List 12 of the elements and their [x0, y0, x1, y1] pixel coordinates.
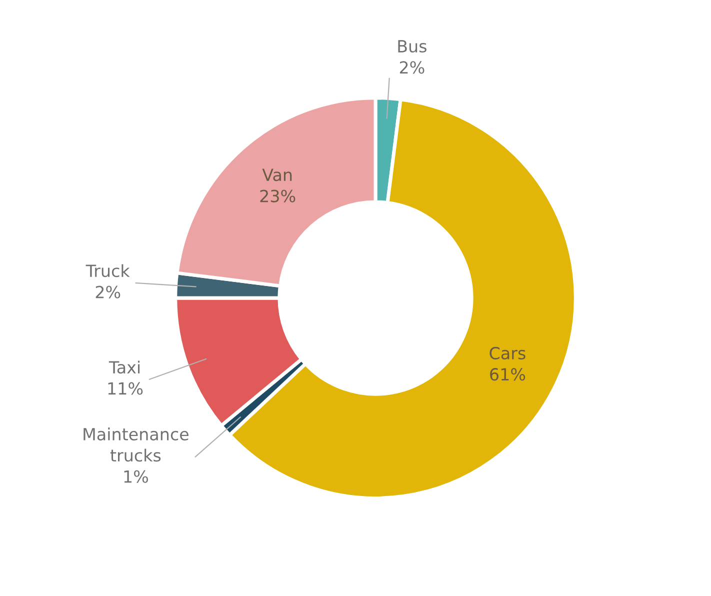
slice-label: Bus [398, 40, 426, 53]
slice-label: Maintenance trucks [84, 428, 188, 462]
slice-label: Cars [490, 346, 526, 360]
data-label: 11% [108, 382, 143, 395]
data-label: 23% [260, 190, 296, 202]
data-label: 61% [490, 368, 526, 381]
data-label: 2% [400, 61, 424, 74]
slice-label: Van [262, 168, 292, 182]
data-label: 1% [124, 470, 148, 483]
slice-label: Taxi [108, 360, 140, 374]
slice-label: Truck [86, 264, 130, 278]
data-label: 2% [96, 286, 120, 298]
